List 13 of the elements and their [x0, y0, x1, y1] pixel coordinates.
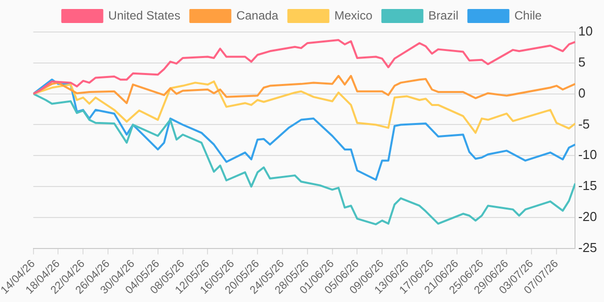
y-tick-label: 0: [578, 85, 586, 100]
legend-label: United States: [108, 8, 180, 22]
y-tick-label: -10: [578, 147, 598, 162]
legend-label: Canada: [236, 8, 279, 22]
y-tick-label: 10: [578, 24, 593, 39]
legend-label: Mexico: [334, 8, 373, 22]
y-tick-label: 5: [578, 54, 586, 70]
y-tick-label: -5: [578, 116, 590, 132]
y-tick-label: -25: [578, 240, 598, 255]
legend-label: Brazil: [428, 8, 458, 22]
y-tick-label: -20: [578, 209, 598, 224]
legend-label: Chile: [514, 8, 542, 22]
y-tick-label: -15: [578, 178, 598, 194]
